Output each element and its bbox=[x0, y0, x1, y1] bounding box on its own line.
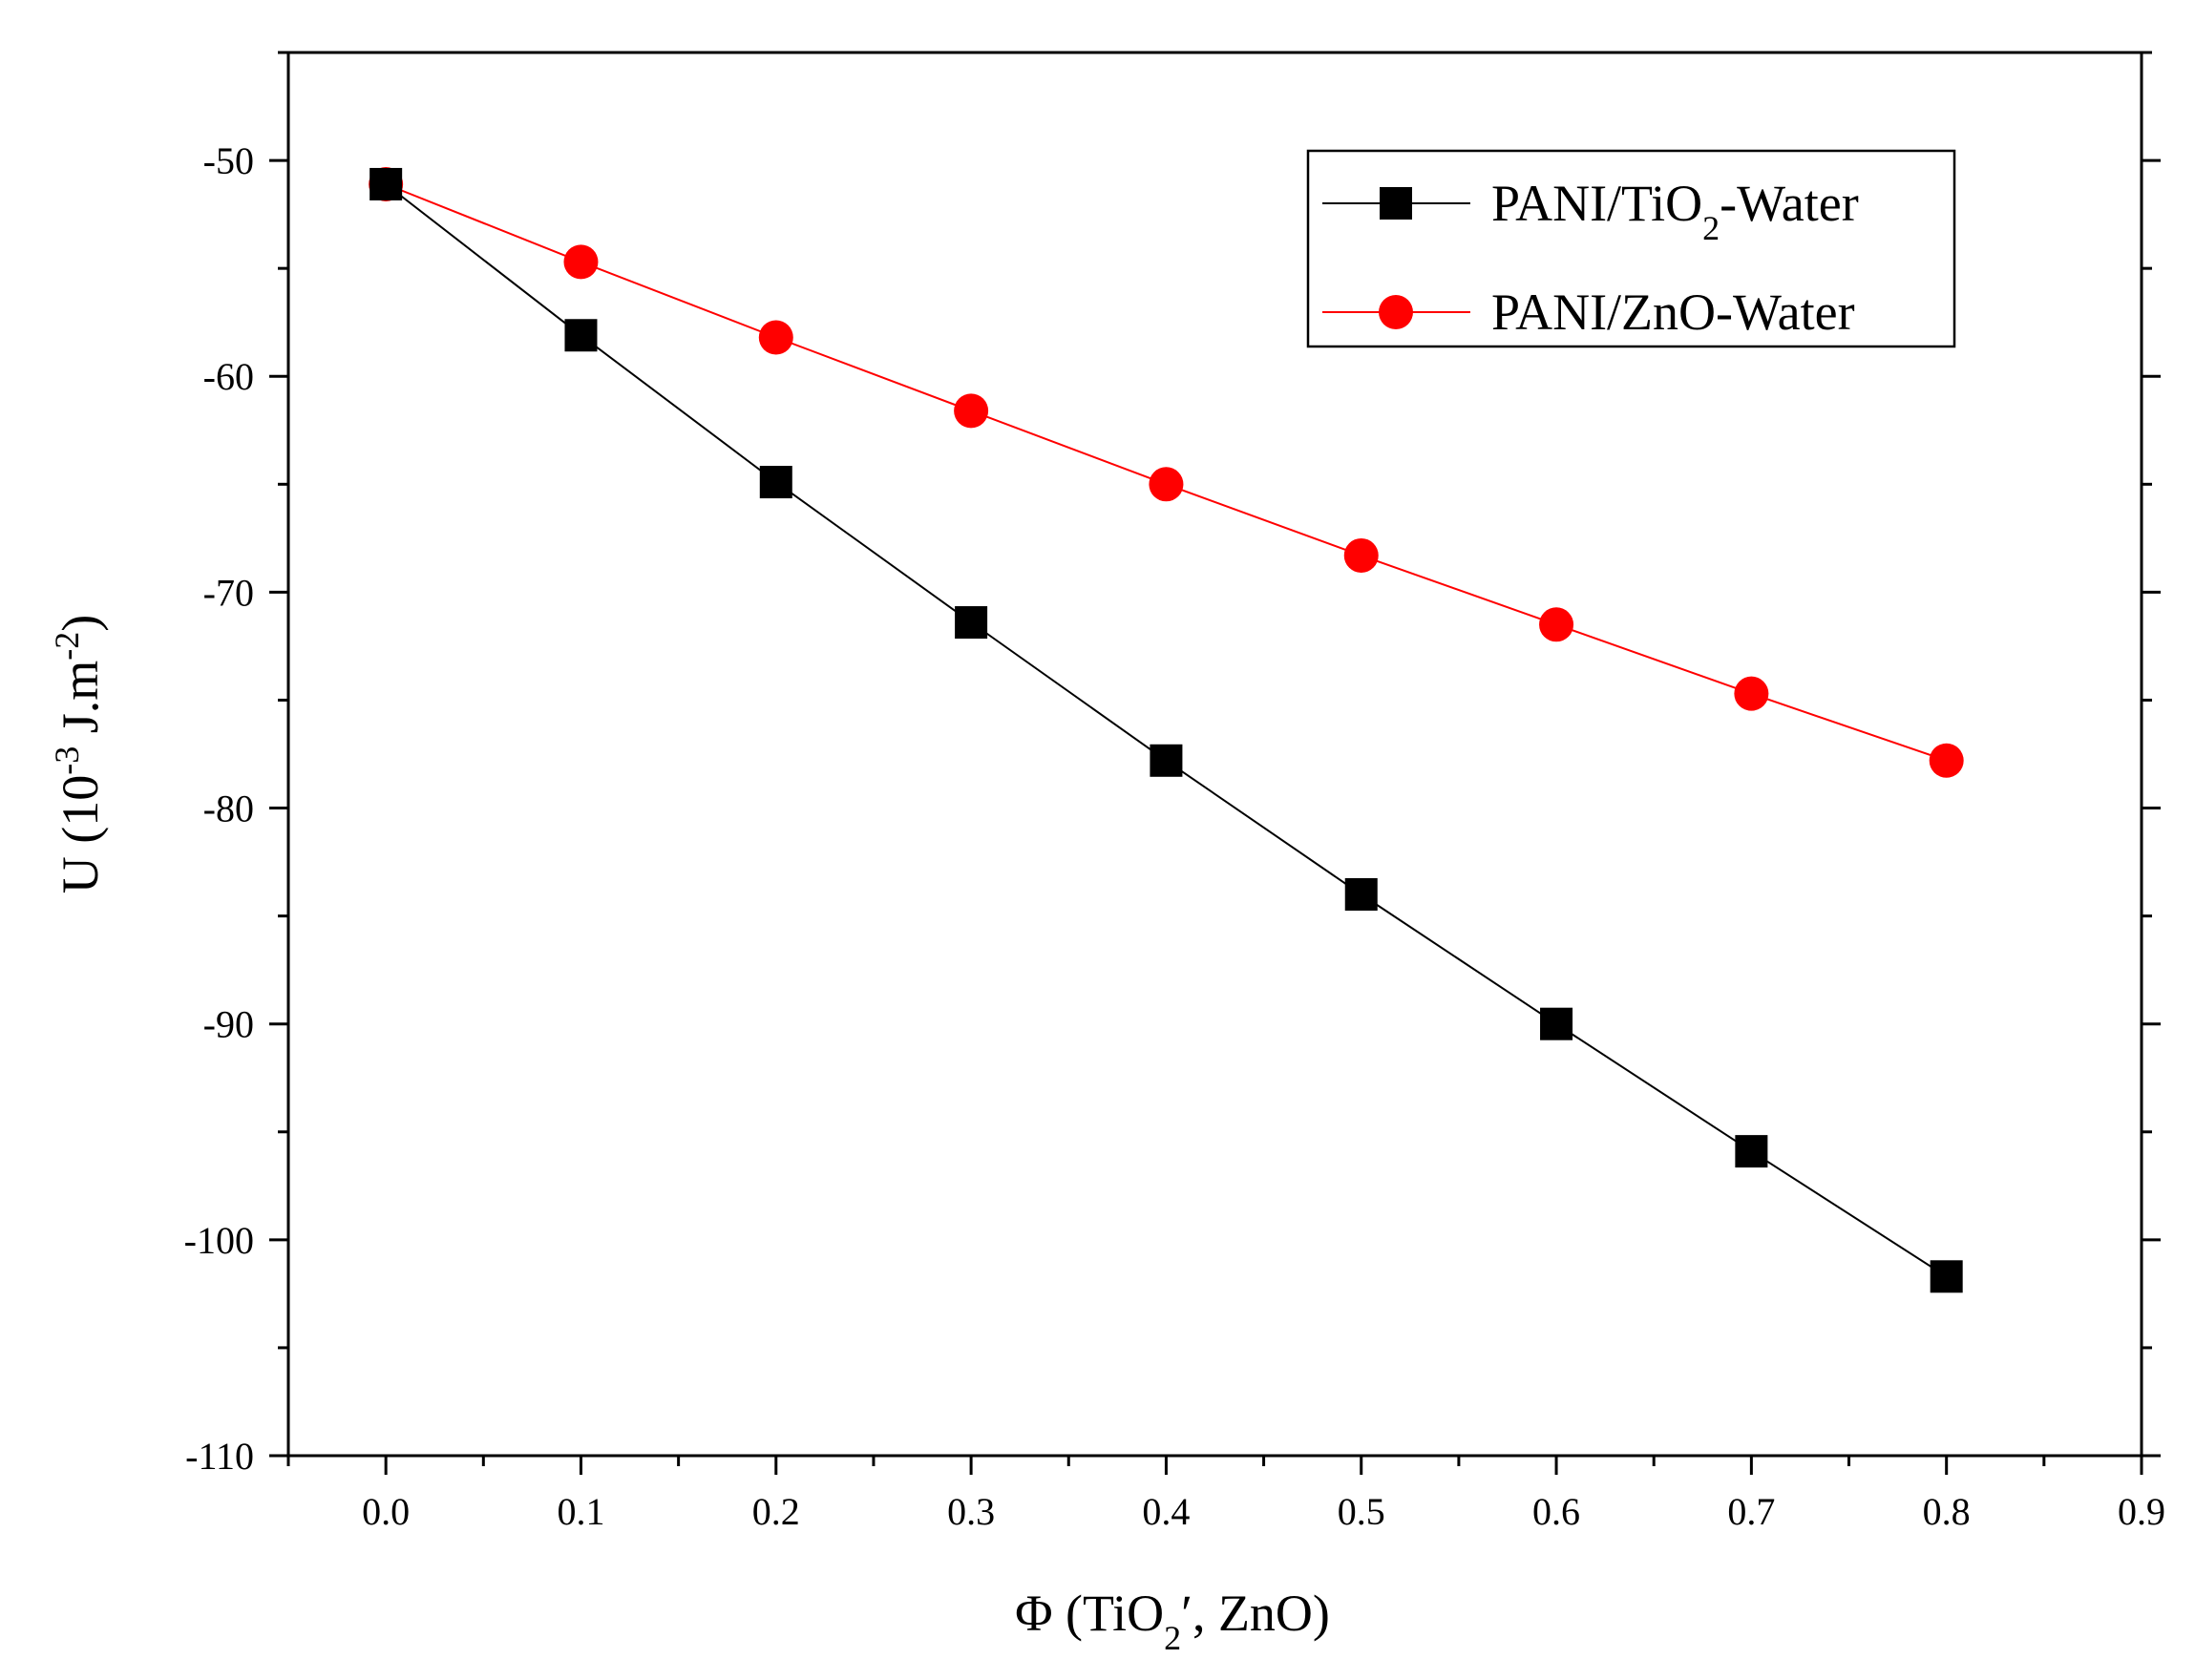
x-tick-label: 0.8 bbox=[1923, 1490, 1971, 1533]
y-tick-label: -50 bbox=[203, 139, 254, 182]
x-axis-ticks: 0.0 0.1 0.2 0.3 0.4 0.5 0.6 0.7 0.8 0.9 bbox=[286, 1456, 2165, 1533]
y-tick-label: -80 bbox=[203, 788, 254, 830]
y-tick-label: -90 bbox=[203, 1003, 254, 1046]
y-tick-label: -60 bbox=[203, 355, 254, 398]
series-line bbox=[385, 183, 1948, 1278]
x-axis-title: Φ (TiO2′, ZnO) bbox=[1015, 1585, 1330, 1657]
legend-item: PANI/TiO2-Water bbox=[1322, 175, 1859, 247]
data-point-square bbox=[955, 606, 988, 640]
x-tick-label: 0.3 bbox=[947, 1490, 995, 1533]
legend-label: PANI/TiO2-Water bbox=[1491, 175, 1859, 247]
legend-item: PANI/ZnO-Water bbox=[1322, 284, 1855, 341]
x-tick-label: 0.4 bbox=[1142, 1490, 1190, 1533]
data-point-circle bbox=[1343, 537, 1379, 573]
data-point-circle bbox=[563, 244, 599, 280]
y-axis-ticks: -50 -60 -70 -80 -90 -100 -110 bbox=[184, 51, 2161, 1478]
data-point-square bbox=[1344, 878, 1378, 911]
x-tick-label: 0.9 bbox=[2118, 1490, 2165, 1533]
y-tick-label: -70 bbox=[203, 571, 254, 614]
y-tick-label: -100 bbox=[184, 1219, 254, 1262]
x-tick-label: 0.6 bbox=[1532, 1490, 1580, 1533]
x-tick-label: 0.2 bbox=[752, 1490, 800, 1533]
legend-marker-circle bbox=[1379, 295, 1413, 329]
data-point-circle bbox=[1539, 607, 1574, 642]
legend-label: PANI/ZnO-Water bbox=[1491, 284, 1855, 341]
data-point-circle bbox=[954, 393, 989, 429]
series-layer bbox=[369, 166, 1964, 1293]
data-point-circle bbox=[1734, 676, 1769, 711]
data-point-circle bbox=[1929, 743, 1964, 778]
x-tick-label: 0.7 bbox=[1727, 1490, 1775, 1533]
x-tick-label: 0.0 bbox=[362, 1490, 410, 1533]
data-point-square bbox=[759, 466, 792, 499]
y-tick-label: -110 bbox=[185, 1435, 254, 1478]
data-point-square bbox=[564, 319, 598, 352]
y-axis-title: U (10-3 J.m-2) bbox=[48, 615, 109, 894]
data-point-square bbox=[1150, 744, 1183, 777]
data-point-circle bbox=[758, 320, 793, 355]
legend-marker-square bbox=[1380, 187, 1412, 220]
data-point-square bbox=[1735, 1135, 1768, 1168]
x-tick-label: 0.1 bbox=[557, 1490, 604, 1533]
data-point-square bbox=[1540, 1007, 1573, 1040]
series-pani-tio2-water bbox=[369, 167, 1963, 1293]
legend-box bbox=[1306, 149, 1956, 348]
data-point-square bbox=[369, 167, 403, 200]
legend: PANI/TiO2-Water PANI/ZnO-Water bbox=[1306, 149, 1956, 348]
plot-frame bbox=[286, 51, 2143, 1458]
x-tick-label: 0.5 bbox=[1338, 1490, 1385, 1533]
data-point-circle bbox=[1149, 467, 1184, 502]
data-point-square bbox=[1930, 1260, 1963, 1293]
